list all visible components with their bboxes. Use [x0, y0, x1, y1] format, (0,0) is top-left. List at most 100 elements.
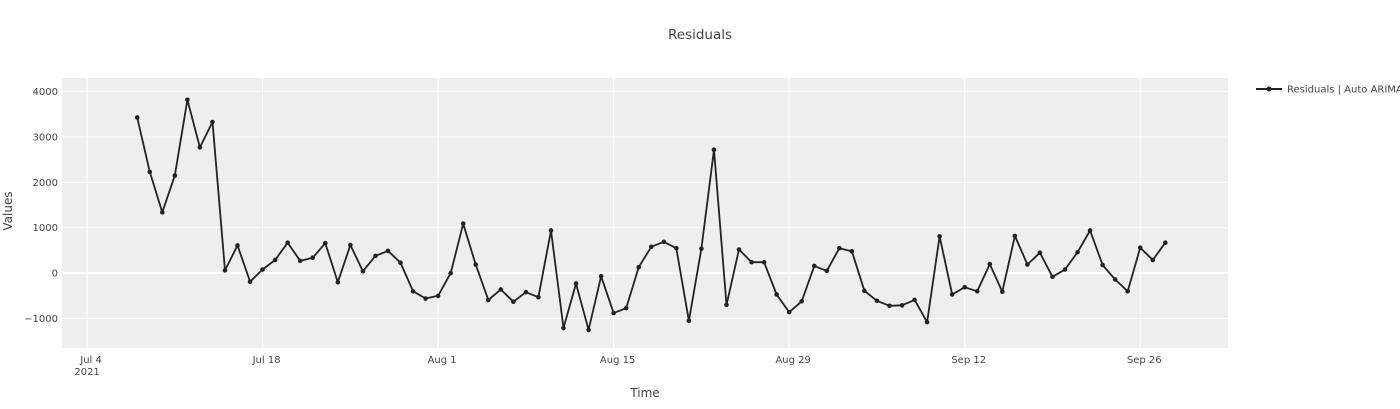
data-point[interactable] — [1125, 288, 1130, 294]
data-point[interactable] — [1075, 249, 1080, 255]
data-point[interactable] — [987, 261, 993, 267]
y-tick-label: 2000 — [33, 178, 58, 189]
data-point[interactable] — [611, 310, 616, 316]
y-axis-title: Values — [1, 191, 15, 230]
data-point[interactable] — [648, 244, 654, 250]
data-point[interactable] — [686, 318, 692, 324]
data-point[interactable] — [598, 274, 604, 279]
data-point[interactable] — [799, 298, 805, 304]
x-tick-label: Aug 1 — [428, 355, 457, 366]
data-point[interactable] — [523, 289, 529, 295]
data-point[interactable] — [285, 240, 290, 246]
data-point[interactable] — [1150, 257, 1156, 263]
data-point[interactable] — [235, 243, 240, 248]
data-point[interactable] — [448, 270, 453, 276]
data-point[interactable] — [536, 294, 541, 300]
chart-title: Residuals — [668, 27, 732, 43]
x-tick-label: Sep 12 — [951, 355, 986, 366]
legend-series-label: Residuals | Auto ARIMA — [1287, 85, 1400, 96]
data-point[interactable] — [699, 246, 704, 251]
x-tick-label: Sep 26 — [1127, 355, 1162, 366]
data-point[interactable] — [974, 288, 980, 294]
data-point[interactable] — [937, 234, 942, 239]
data-point[interactable] — [1050, 274, 1055, 280]
data-point[interactable] — [1163, 240, 1168, 246]
data-point[interactable] — [912, 297, 917, 303]
data-point[interactable] — [586, 327, 591, 333]
data-point[interactable] — [761, 259, 767, 265]
data-point[interactable] — [197, 145, 203, 150]
data-point[interactable] — [348, 242, 353, 248]
data-point[interactable] — [849, 249, 855, 254]
data-point[interactable] — [862, 288, 867, 294]
data-point[interactable] — [160, 210, 165, 215]
data-point[interactable] — [962, 284, 968, 290]
data-point[interactable] — [373, 253, 378, 259]
data-point[interactable] — [573, 281, 579, 286]
data-point[interactable] — [724, 302, 729, 308]
data-point[interactable] — [924, 319, 930, 325]
data-point[interactable] — [1025, 262, 1030, 267]
data-point[interactable] — [774, 292, 779, 297]
data-point[interactable] — [1100, 262, 1105, 268]
data-point[interactable] — [736, 247, 742, 252]
data-point[interactable] — [623, 305, 629, 311]
data-point[interactable] — [297, 258, 303, 264]
data-point[interactable] — [1037, 250, 1043, 256]
data-point[interactable] — [661, 239, 667, 245]
data-point[interactable] — [811, 263, 817, 269]
data-point[interactable] — [435, 293, 441, 299]
data-point[interactable] — [749, 259, 754, 265]
data-point[interactable] — [786, 309, 792, 315]
data-point[interactable] — [636, 264, 642, 270]
data-point[interactable] — [674, 245, 679, 251]
data-point[interactable] — [172, 173, 178, 178]
x-tick-label: Aug 15 — [600, 355, 635, 366]
y-tick-label: 1000 — [33, 223, 58, 234]
legend[interactable]: Residuals | Auto ARIMA — [1256, 85, 1400, 96]
data-point[interactable] — [711, 147, 717, 152]
x-tick-label: Jul 4 — [79, 355, 102, 366]
data-point[interactable] — [423, 296, 428, 301]
data-point[interactable] — [247, 279, 253, 285]
data-point[interactable] — [874, 298, 880, 304]
data-point[interactable] — [548, 228, 554, 233]
data-point[interactable] — [360, 269, 366, 274]
data-point[interactable] — [1062, 267, 1068, 272]
data-point[interactable] — [1112, 277, 1118, 282]
data-point[interactable] — [899, 303, 905, 308]
data-point[interactable] — [511, 299, 516, 305]
data-point[interactable] — [385, 248, 391, 254]
data-point[interactable] — [1012, 233, 1018, 239]
data-point[interactable] — [260, 267, 265, 272]
x-tick-label: Aug 29 — [775, 355, 810, 366]
data-point[interactable] — [460, 221, 466, 226]
x-tick-label: Jul 18 — [252, 355, 281, 366]
data-point[interactable] — [147, 169, 153, 175]
data-point[interactable] — [134, 115, 140, 120]
data-point[interactable] — [1137, 245, 1143, 251]
data-point[interactable] — [473, 262, 479, 267]
data-point[interactable] — [185, 97, 190, 103]
data-point[interactable] — [498, 287, 504, 292]
data-point[interactable] — [485, 297, 491, 303]
data-point[interactable] — [1000, 289, 1005, 295]
data-point[interactable] — [398, 260, 403, 265]
y-tick-label: 3000 — [33, 132, 58, 143]
data-point[interactable] — [335, 279, 341, 285]
data-point[interactable] — [837, 245, 842, 251]
data-point[interactable] — [210, 119, 215, 125]
data-point[interactable] — [310, 255, 316, 260]
data-point[interactable] — [824, 268, 830, 274]
data-point[interactable] — [887, 303, 892, 309]
data-point[interactable] — [949, 292, 955, 297]
data-point[interactable] — [410, 288, 416, 294]
y-tick-label: 0 — [52, 269, 58, 280]
data-point[interactable] — [322, 240, 328, 246]
y-tick-label: 4000 — [33, 87, 58, 98]
data-point[interactable] — [561, 325, 566, 331]
data-point[interactable] — [222, 268, 228, 273]
data-point[interactable] — [272, 257, 278, 263]
data-point[interactable] — [1087, 228, 1093, 233]
